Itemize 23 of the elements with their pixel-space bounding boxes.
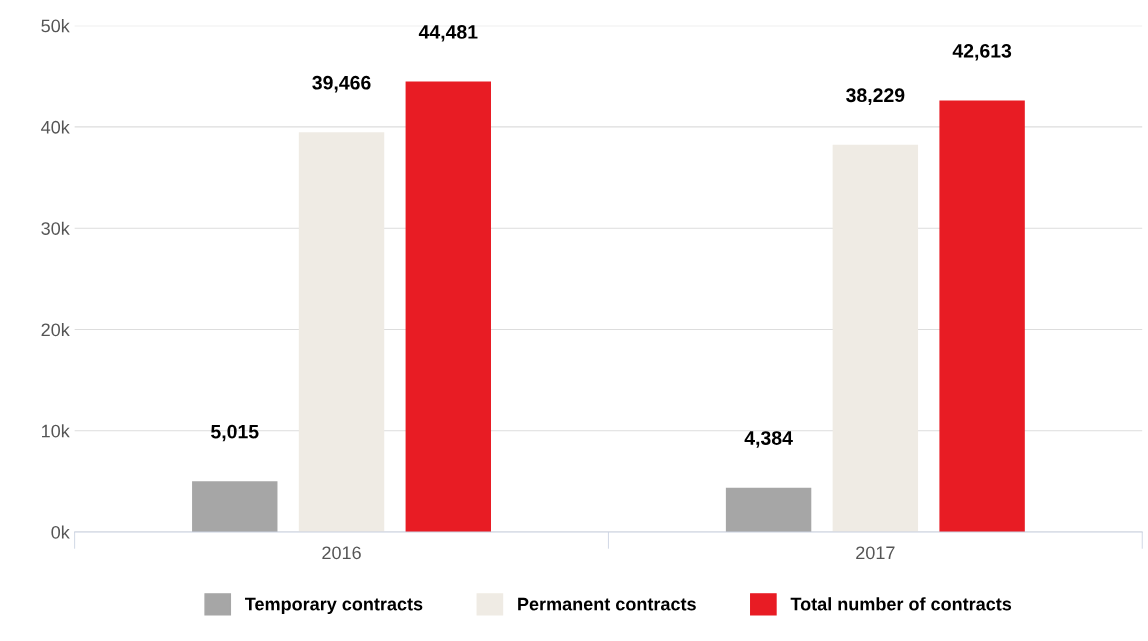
legend-label: Total number of contracts <box>790 597 1012 611</box>
data-label: 4,384 <box>744 431 793 448</box>
data-label: 44,481 <box>418 25 478 42</box>
data-label: 42,613 <box>952 43 1012 61</box>
legend-label: Permanent contracts <box>518 597 696 611</box>
data-label: 5,015 <box>211 424 259 442</box>
bar <box>405 81 491 533</box>
y-tick-label: 10k <box>42 424 70 438</box>
x-tick-label: 2016 <box>322 546 361 560</box>
data-label: 38,229 <box>846 88 905 105</box>
y-tick-label: 30k <box>41 221 70 235</box>
bar <box>725 487 812 533</box>
y-tick-label: 40k <box>41 120 70 134</box>
y-tick-label: 50k <box>41 19 70 33</box>
bar <box>939 100 1025 533</box>
x-tick-label: 2017 <box>856 546 895 560</box>
bar <box>298 132 385 533</box>
y-tick-label: 0k <box>51 525 70 539</box>
bar <box>192 481 278 533</box>
data-label: 39,466 <box>312 75 371 93</box>
y-tick-label: 20k <box>41 322 70 337</box>
legend-label: Temporary contracts <box>245 597 423 615</box>
bar <box>832 144 919 533</box>
